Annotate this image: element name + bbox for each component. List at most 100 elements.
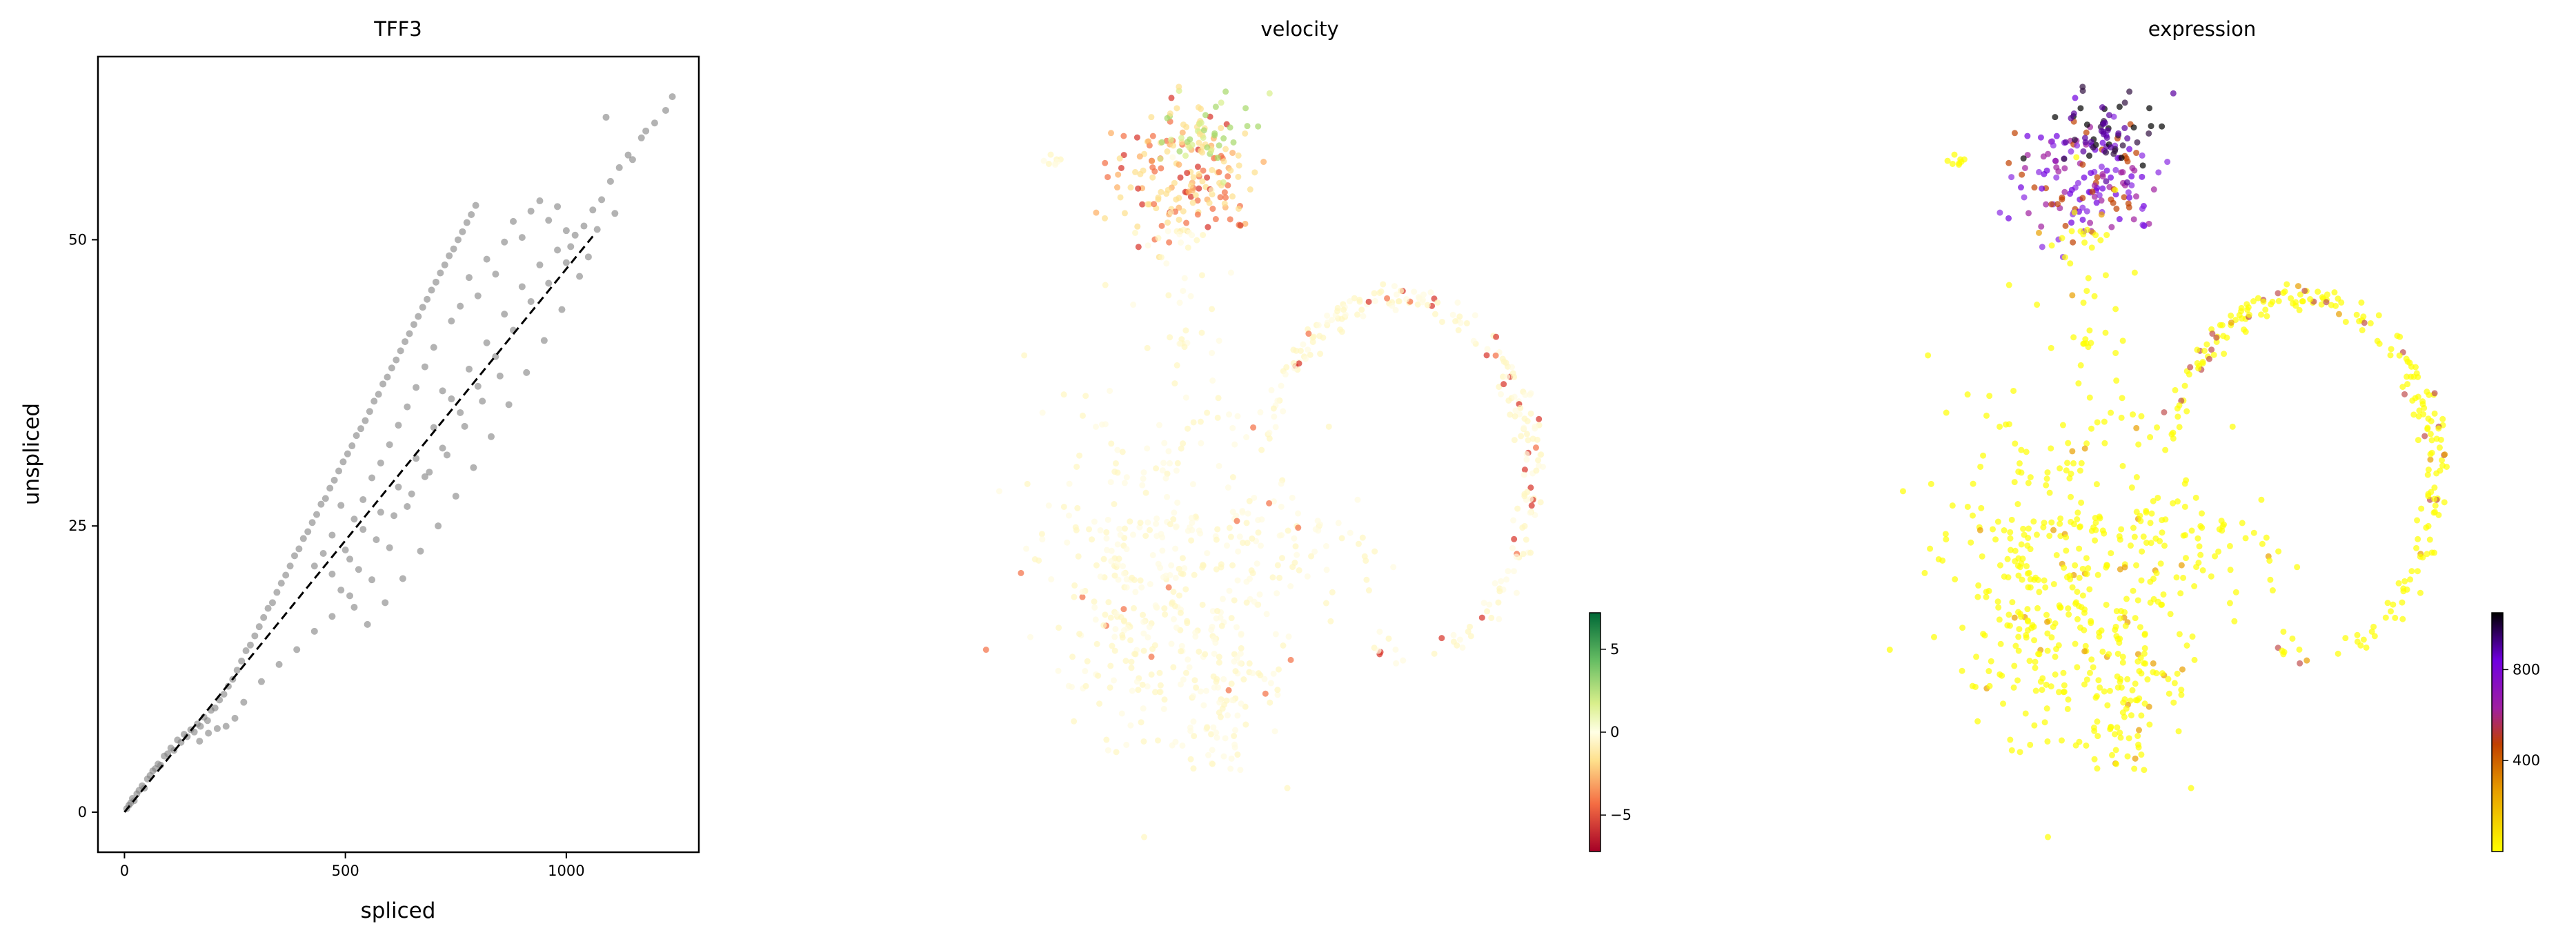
expression-cell-point (2182, 555, 2189, 562)
velocity-cell-point (1438, 318, 1445, 325)
velocity-cell-point (1165, 448, 1172, 455)
velocity-cell-point (1296, 360, 1302, 367)
velocity-cell-point (1237, 222, 1244, 229)
velocity-cell-point (1116, 525, 1123, 532)
velocity-cell-point (1276, 574, 1283, 581)
expression-cell-point (2026, 658, 2033, 665)
tff3-point (472, 201, 479, 209)
velocity-cell-point (1120, 152, 1127, 159)
tff3-point (615, 164, 623, 171)
expression-cell-point (2196, 543, 2203, 550)
expression-cell-point (2099, 139, 2106, 146)
velocity-cell-point (1267, 680, 1274, 687)
expression-cell-point (2134, 597, 2141, 604)
tff3-point (562, 227, 570, 235)
velocity-cell-point (1270, 670, 1277, 677)
expression-cell-point (2135, 441, 2142, 448)
expression-cell-point (2338, 299, 2345, 306)
expression-cell-point (2070, 460, 2077, 466)
expression-cell-point (2043, 201, 2050, 208)
expression-cell-point (2074, 179, 2081, 186)
velocity-cell-point (1242, 105, 1249, 112)
velocity-cell-point (1325, 423, 1332, 430)
velocity-cell-point (1113, 749, 1120, 756)
velocity-cell-point (1450, 631, 1457, 638)
tff3-point (337, 587, 345, 594)
expression-cell-point (2425, 522, 2432, 529)
expression-cell-point (2039, 244, 2045, 250)
velocity-cell-point (1123, 576, 1130, 582)
expression-cell-point (2328, 302, 2335, 308)
velocity-cell-point (1216, 337, 1222, 344)
velocity-cell-point (1512, 407, 1519, 414)
velocity-cell-point (1192, 192, 1199, 199)
tff3-point (523, 368, 531, 376)
velocity-cell-point (1510, 568, 1517, 575)
expression-cell-point (1970, 480, 1976, 487)
expression-cell-point (2388, 608, 2395, 615)
velocity-cell-point (1084, 658, 1091, 665)
velocity-cell-point (1128, 658, 1135, 665)
velocity-cell-point (1257, 409, 1264, 415)
expression-cell-point (2023, 562, 2030, 569)
velocity-cell-point (1047, 151, 1054, 158)
expression-cell-point (2074, 516, 2081, 523)
tff3-point (211, 704, 219, 711)
velocity-cell-point (1227, 167, 1234, 174)
expression-cell-point (2100, 130, 2107, 137)
expression-cell-point (2063, 547, 2070, 554)
tff3-point (321, 495, 329, 502)
velocity-cell-point (1527, 410, 1534, 417)
velocity-cell-point (1060, 503, 1067, 510)
tff3-point (370, 397, 378, 405)
expression-cell-point (1927, 545, 1934, 552)
expression-cell-point (2435, 425, 2442, 432)
tff3-x-ticks: 0 500 1000 (120, 852, 585, 879)
velocity-cell-point (1127, 184, 1134, 191)
tff3-point (273, 589, 281, 596)
velocity-cell-point (1179, 129, 1186, 136)
expression-cell-point (2441, 451, 2448, 458)
tff3-point (204, 717, 211, 725)
expression-cell-point (2052, 671, 2059, 678)
expression-cell-point (2199, 510, 2206, 517)
velocity-cell-point (1133, 678, 1140, 685)
expression-cell-point (2407, 576, 2414, 583)
expression-cell-point (1986, 682, 1993, 689)
velocity-cell-point (1496, 616, 1503, 622)
expression-cell-point (2083, 129, 2090, 136)
expression-cell-point (2143, 540, 2150, 547)
velocity-cell-point (1182, 586, 1189, 593)
tff3-point (501, 238, 508, 246)
velocity-cell-point (1155, 235, 1162, 242)
expression-cell-point (2018, 446, 2025, 453)
expression-cell-point (2081, 239, 2088, 246)
expression-cell-point (2124, 135, 2131, 142)
tff3-y-tick-label: 25 (68, 518, 87, 534)
expression-cell-point (2048, 634, 2055, 641)
expression-cell-point (2106, 651, 2112, 658)
expression-cell-point (2077, 467, 2083, 474)
expression-cell-point (2034, 302, 2041, 308)
expression-cell-point (2141, 631, 2148, 638)
velocity-cell-point (1153, 465, 1160, 472)
velocity-cell-point (1107, 387, 1113, 394)
velocity-cell-point (1184, 618, 1191, 625)
tff3-point (388, 364, 395, 372)
expression-cell-point (2147, 599, 2154, 606)
expression-cell-point (2139, 205, 2146, 212)
expression-cell-point (1985, 668, 1992, 675)
velocity-cell-point (1365, 587, 1372, 594)
expression-cell-point (2297, 660, 2303, 667)
velocity-cell-point (1039, 409, 1046, 416)
velocity-cell-point (1173, 105, 1180, 112)
velocity-cell-point (1176, 299, 1183, 306)
velocity-cell-point (1295, 510, 1302, 517)
velocity-cell-point (1209, 377, 1216, 384)
expression-cell-point (2057, 515, 2064, 522)
velocity-cell-point (1089, 536, 1096, 543)
expression-cell-point (2052, 157, 2059, 164)
velocity-cell-point (1234, 413, 1241, 420)
expression-cell-point (2110, 199, 2117, 206)
